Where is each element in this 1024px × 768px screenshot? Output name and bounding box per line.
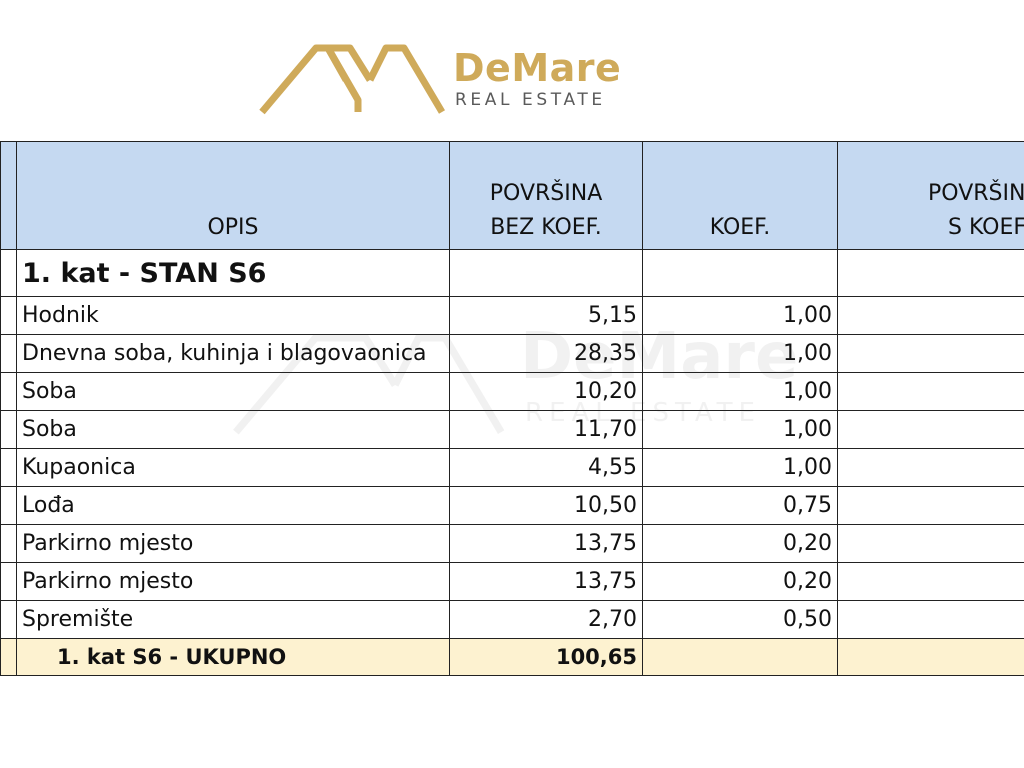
header-area-with-coef-line2: S KOEF. [948,215,1024,240]
row-area: 2,70 [449,600,643,639]
row-area-with-coef [837,524,1024,563]
total-label: 1. kat S6 - UKUPNO [16,638,450,676]
brand-logo: DeMare REAL ESTATE [258,40,638,120]
row-area: 13,75 [449,562,643,601]
table-row: Soba 10,20 1,00 [0,372,1024,411]
row-description: Dnevna soba, kuhinja i blagovaonica [16,334,450,373]
table-row: Lođa 10,50 0,75 [0,486,1024,525]
section-empty-cell [449,249,643,297]
table-row: Parkirno mjesto 13,75 0,20 [0,562,1024,601]
row-area: 11,70 [449,410,643,449]
brand-tagline: REAL ESTATE [455,90,606,110]
row-area: 10,20 [449,372,643,411]
row-blank-cell [0,372,17,411]
table-row: Hodnik 5,15 1,00 [0,296,1024,335]
row-area-with-coef [837,562,1024,601]
row-area-with-coef [837,486,1024,525]
row-area-with-coef [837,410,1024,449]
row-coef: 0,20 [642,562,838,601]
table-header: OPIS POVRŠINA BEZ KOEF. KOEF. POVRŠINA S K… [0,141,1024,250]
row-area: 4,55 [449,448,643,487]
header-description: OPIS [16,141,450,250]
table-row: Parkirno mjesto 13,75 0,20 [0,524,1024,563]
header-coef: KOEF. [642,141,838,250]
roof-logo-icon [259,44,446,115]
row-coef: 0,50 [642,600,838,639]
row-blank-cell [0,410,17,449]
row-description: Spremište [16,600,450,639]
section-empty-cell [642,249,838,297]
row-coef: 1,00 [642,448,838,487]
row-coef: 1,00 [642,372,838,411]
row-area: 13,75 [449,524,643,563]
row-blank-cell [0,562,17,601]
row-coef: 0,75 [642,486,838,525]
row-area-with-coef [837,334,1024,373]
total-empty-cell [837,638,1024,676]
row-description: Soba [16,410,450,449]
row-coef: 1,00 [642,296,838,335]
total-row: 1. kat S6 - UKUPNO 100,65 [0,638,1024,676]
row-description: Parkirno mjesto [16,524,450,563]
section-row: 1. kat - STAN S6 [0,249,1024,297]
row-area-with-coef [837,448,1024,487]
header-area-no-coef-line2: BEZ KOEF. [490,215,602,240]
header-area-with-coef: POVRŠINA S KOEF. [837,141,1024,250]
row-description: Kupaonica [16,448,450,487]
row-blank-cell [0,334,17,373]
row-description: Hodnik [16,296,450,335]
table-row: Spremište 2,70 0,50 [0,600,1024,639]
row-description: Soba [16,372,450,411]
table-row: Soba 11,70 1,00 [0,410,1024,449]
row-blank-cell [0,524,17,563]
row-blank-cell [0,600,17,639]
section-empty-cell [837,249,1024,297]
total-area: 100,65 [449,638,643,676]
section-blank-cell [0,249,17,297]
area-table: OPIS POVRŠINA BEZ KOEF. KOEF. POVRŠINA S K… [0,141,1024,676]
row-area-with-coef [837,296,1024,335]
row-coef: 1,00 [642,334,838,373]
header-area-no-coef-line1: POVRŠINA [489,181,603,206]
table-row: Kupaonica 4,55 1,00 [0,448,1024,487]
row-blank-cell [0,486,17,525]
row-area-with-coef [837,372,1024,411]
row-blank-cell [0,296,17,335]
row-area: 5,15 [449,296,643,335]
row-blank-cell [0,448,17,487]
header-area-with-coef-line1: POVRŠINA [928,181,1024,206]
section-title: 1. kat - STAN S6 [16,249,450,297]
row-description: Parkirno mjesto [16,562,450,601]
row-coef: 0,20 [642,524,838,563]
row-area-with-coef [837,600,1024,639]
total-blank-cell [0,638,17,676]
row-area: 10,50 [449,486,643,525]
total-empty-cell [642,638,838,676]
table-row: Dnevna soba, kuhinja i blagovaonica 28,35… [0,334,1024,373]
brand-name: DeMare [453,46,622,90]
row-coef: 1,00 [642,410,838,449]
row-area: 28,35 [449,334,643,373]
row-description: Lođa [16,486,450,525]
header-area-no-coef: POVRŠINA BEZ KOEF. [449,141,643,250]
header-blank-cell [0,141,17,250]
